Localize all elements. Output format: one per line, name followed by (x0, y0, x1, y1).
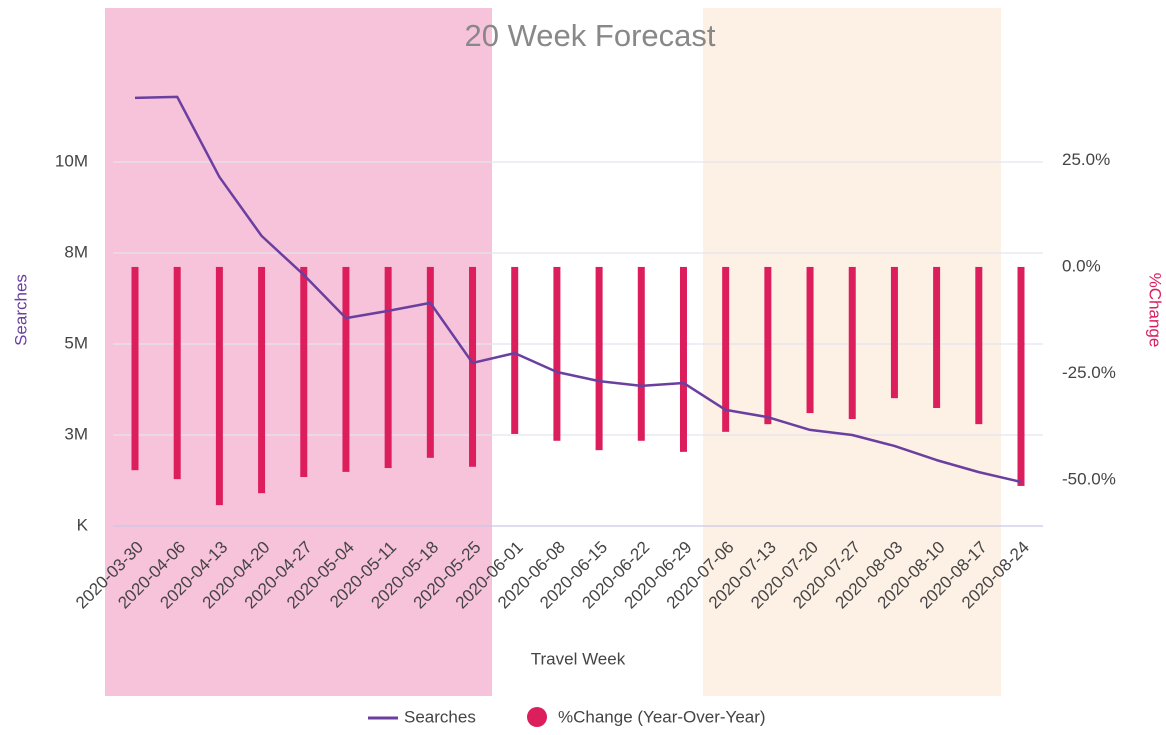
bar (131, 266, 139, 471)
legend-label: Searches (404, 707, 476, 726)
bar (426, 266, 434, 458)
y2-axis-label: %Change (1146, 273, 1165, 348)
bar (511, 266, 519, 434)
bar (637, 266, 645, 441)
y-tick-label: 8M (64, 242, 88, 261)
chart-title: 20 Week Forecast (465, 18, 716, 53)
bar (553, 266, 561, 441)
legend-label: %Change (Year-Over-Year) (558, 707, 766, 726)
x-axis-label: Travel Week (531, 649, 626, 668)
y-tick-label: 3M (64, 424, 88, 443)
bar (300, 266, 308, 477)
bar (806, 266, 814, 414)
y2-tick-label: 0.0% (1062, 256, 1101, 275)
y-tick-label: 10M (55, 151, 88, 170)
bar (679, 266, 687, 452)
bar (384, 266, 392, 469)
y2-tick-label: -25.0% (1062, 363, 1116, 382)
bar (258, 266, 266, 494)
y2-tick-label: -50.0% (1062, 469, 1116, 488)
bar (469, 266, 477, 467)
y-tick-label: 5M (64, 333, 88, 352)
bar (933, 266, 941, 408)
line (134, 95, 1022, 484)
bar (595, 266, 603, 451)
bar (722, 266, 730, 432)
bar (173, 266, 181, 480)
y-axis-label: Searches (11, 274, 30, 346)
bar (890, 266, 898, 399)
bar (1017, 266, 1025, 486)
y-tick-label: K (77, 515, 89, 534)
bar (848, 266, 856, 420)
bar (215, 266, 223, 506)
bar (342, 266, 350, 472)
legend-dot (527, 707, 547, 727)
y2-tick-label: 25.0% (1062, 150, 1110, 169)
bar (764, 266, 772, 425)
bar (975, 266, 983, 425)
